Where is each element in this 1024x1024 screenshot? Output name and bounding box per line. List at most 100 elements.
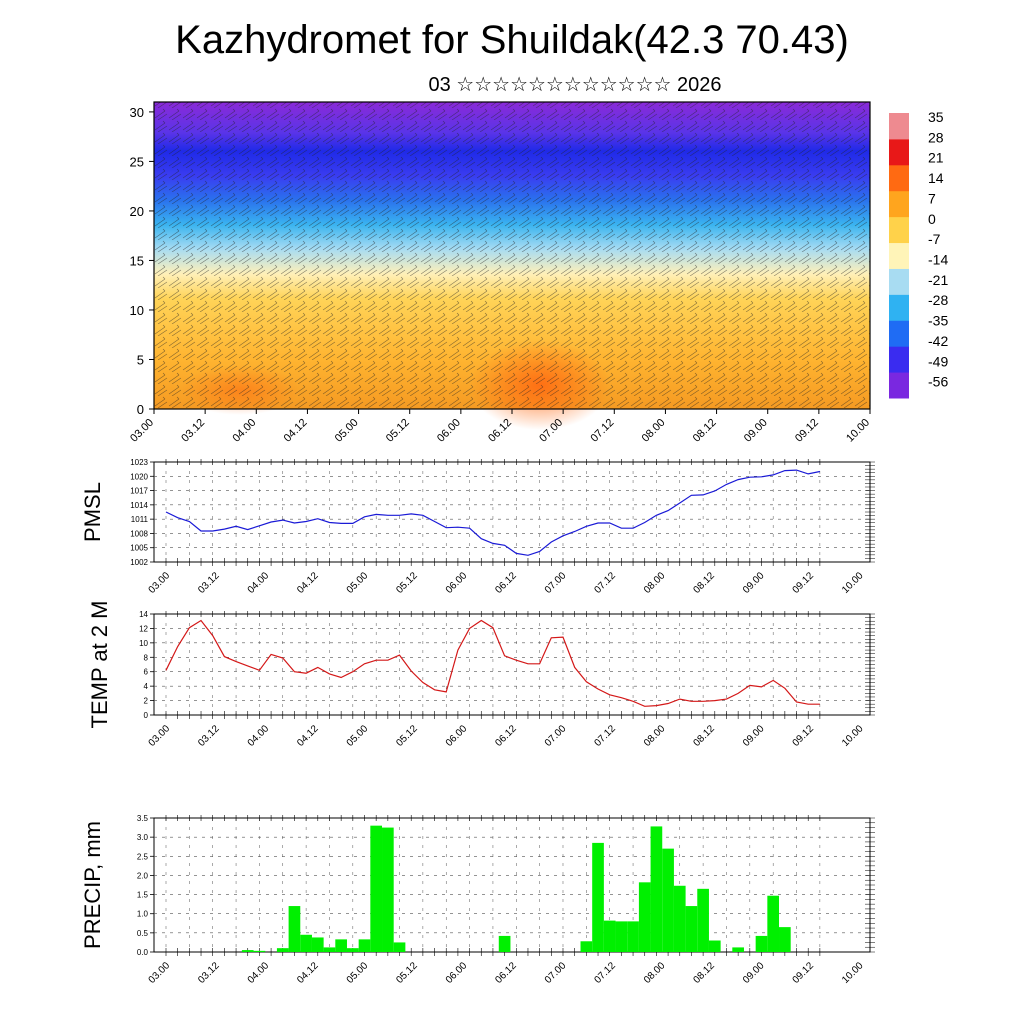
x-tick-label: 07.12 bbox=[592, 570, 618, 596]
x-tick-label: 09.00 bbox=[741, 960, 767, 986]
x-tick-label: 03.00 bbox=[147, 723, 173, 749]
x-tick-label: 09.12 bbox=[791, 723, 817, 749]
x-tick-label: 08.00 bbox=[640, 417, 668, 445]
page-subtitle: 03 ☆☆☆☆☆☆☆☆☆☆☆☆ 2026 bbox=[428, 74, 722, 96]
x-tick-label: 09.12 bbox=[791, 570, 817, 596]
precip-bar bbox=[627, 921, 639, 952]
y-tick-label: 10 bbox=[130, 303, 144, 318]
colorbar-label: -21 bbox=[928, 272, 948, 288]
x-tick-label: 10.00 bbox=[840, 723, 866, 749]
x-tick-label: 05.12 bbox=[394, 570, 420, 596]
y-tick-label: 3.5 bbox=[137, 814, 149, 823]
y-tick-label: 2.5 bbox=[137, 852, 149, 861]
precip-bar bbox=[498, 935, 511, 952]
x-tick-label: 07.12 bbox=[592, 723, 618, 749]
page-title: Kazhydromet for Shuildak(42.3 70.43) bbox=[175, 18, 849, 62]
temp2m-panel: 0 2 4 6 8 10 12 14 03.00 03.12 04.00 04.12 05.00 05.1… bbox=[87, 601, 875, 749]
x-tick-label: 08.12 bbox=[691, 723, 717, 749]
y-tick-label: 10 bbox=[139, 639, 148, 648]
precip-bar bbox=[755, 935, 768, 952]
precip-bar bbox=[603, 920, 616, 952]
precip-bar bbox=[393, 942, 406, 952]
x-tick-label: 05.12 bbox=[394, 960, 420, 986]
temperature-colorbar: 35 28 21 14 7 0 -7 -14 -21 -28 -35 -42 -49 -56 bbox=[889, 109, 948, 399]
colorbar-label: -42 bbox=[928, 333, 948, 349]
y-axis-label: PMSL bbox=[80, 482, 105, 542]
colorbar-label: -49 bbox=[928, 353, 948, 369]
colorbar-label: -7 bbox=[928, 231, 941, 247]
colorbar-segment bbox=[889, 190, 909, 218]
colorbar-label: -56 bbox=[928, 374, 948, 390]
y-tick-label: 0.5 bbox=[137, 929, 149, 938]
panel-frame bbox=[153, 613, 871, 716]
x-tick-label: 05.00 bbox=[345, 723, 371, 749]
x-tick-label: 04.00 bbox=[246, 960, 272, 986]
colorbar-segment bbox=[889, 372, 909, 399]
precip-bar bbox=[638, 882, 651, 952]
precip-bar bbox=[650, 826, 663, 952]
x-tick-label: 06.00 bbox=[435, 417, 463, 445]
x-tick-label: 06.00 bbox=[444, 570, 470, 596]
y-tick-label: 6 bbox=[144, 668, 149, 677]
x-tick-label: 08.12 bbox=[691, 960, 717, 986]
x-tick-label: 07.00 bbox=[543, 960, 569, 986]
precip-bar bbox=[300, 934, 312, 952]
colorbar-label: 21 bbox=[928, 150, 944, 166]
y-tick-label: 15 bbox=[130, 253, 144, 268]
x-tick-label: 03.12 bbox=[179, 417, 207, 445]
y-tick-label: 1.0 bbox=[137, 910, 149, 919]
x-tick-label: 04.12 bbox=[295, 723, 321, 749]
x-tick-label: 10.00 bbox=[844, 417, 872, 445]
colorbar-segment bbox=[889, 216, 909, 244]
colorbar-label: -35 bbox=[928, 313, 948, 329]
y-tick-label: 25 bbox=[130, 154, 144, 169]
precip-bar bbox=[767, 895, 780, 952]
colorbar-label: -14 bbox=[928, 252, 948, 268]
y-tick-label: 0.0 bbox=[137, 948, 149, 957]
x-tick-label: 08.00 bbox=[642, 570, 668, 596]
colorbar-segment bbox=[889, 268, 909, 295]
x-tick-label: 04.12 bbox=[295, 960, 321, 986]
precip-bar bbox=[335, 939, 347, 952]
precip-bar bbox=[323, 947, 336, 952]
precip-bar bbox=[779, 927, 791, 952]
x-tick-label: 06.12 bbox=[493, 960, 519, 986]
x-tick-label: 03.12 bbox=[196, 723, 222, 749]
colorbar-segment bbox=[889, 294, 909, 321]
pmsl-panel: 1002 1005 1008 1011 1014 1017 1020 1023 03.00 03.… bbox=[80, 458, 875, 596]
precip-bar bbox=[241, 950, 254, 952]
y-tick-label: 4 bbox=[144, 682, 149, 691]
x-tick-label: 04.12 bbox=[282, 417, 310, 445]
y-tick-label: 12 bbox=[139, 624, 148, 633]
y-tick-label: 1017 bbox=[130, 487, 148, 496]
y-tick-label: 14 bbox=[139, 610, 148, 619]
x-tick-label: 03.00 bbox=[128, 417, 156, 445]
series-line bbox=[165, 619, 820, 707]
panel-frame bbox=[153, 817, 871, 953]
x-tick-label: 06.12 bbox=[493, 723, 519, 749]
y-tick-label: 1020 bbox=[130, 472, 148, 481]
colorbar-segment bbox=[889, 346, 909, 373]
x-tick-label: 09.00 bbox=[741, 723, 767, 749]
precip-bar bbox=[592, 842, 604, 952]
y-tick-label: 1014 bbox=[130, 501, 148, 510]
x-tick-label: 09.12 bbox=[793, 417, 821, 445]
precip-bar bbox=[673, 885, 686, 952]
precip-bar bbox=[615, 921, 628, 952]
x-tick-label: 07.12 bbox=[588, 417, 616, 445]
x-tick-label: 08.12 bbox=[691, 417, 719, 445]
x-tick-label: 10.00 bbox=[840, 570, 866, 596]
colorbar-segment bbox=[889, 164, 909, 192]
colorbar-segment bbox=[889, 320, 909, 347]
colorbar-label: 35 bbox=[928, 109, 944, 125]
x-tick-label: 08.00 bbox=[642, 960, 668, 986]
x-tick-label: 03.00 bbox=[147, 570, 173, 596]
x-tick-label: 09.00 bbox=[742, 417, 770, 445]
panel-frame bbox=[153, 461, 871, 563]
x-tick-label: 09.12 bbox=[791, 960, 817, 986]
x-tick-label: 05.00 bbox=[345, 960, 371, 986]
x-tick-label: 08.00 bbox=[642, 723, 668, 749]
y-tick-label: 1008 bbox=[130, 529, 148, 538]
colorbar-label: -28 bbox=[928, 292, 948, 308]
